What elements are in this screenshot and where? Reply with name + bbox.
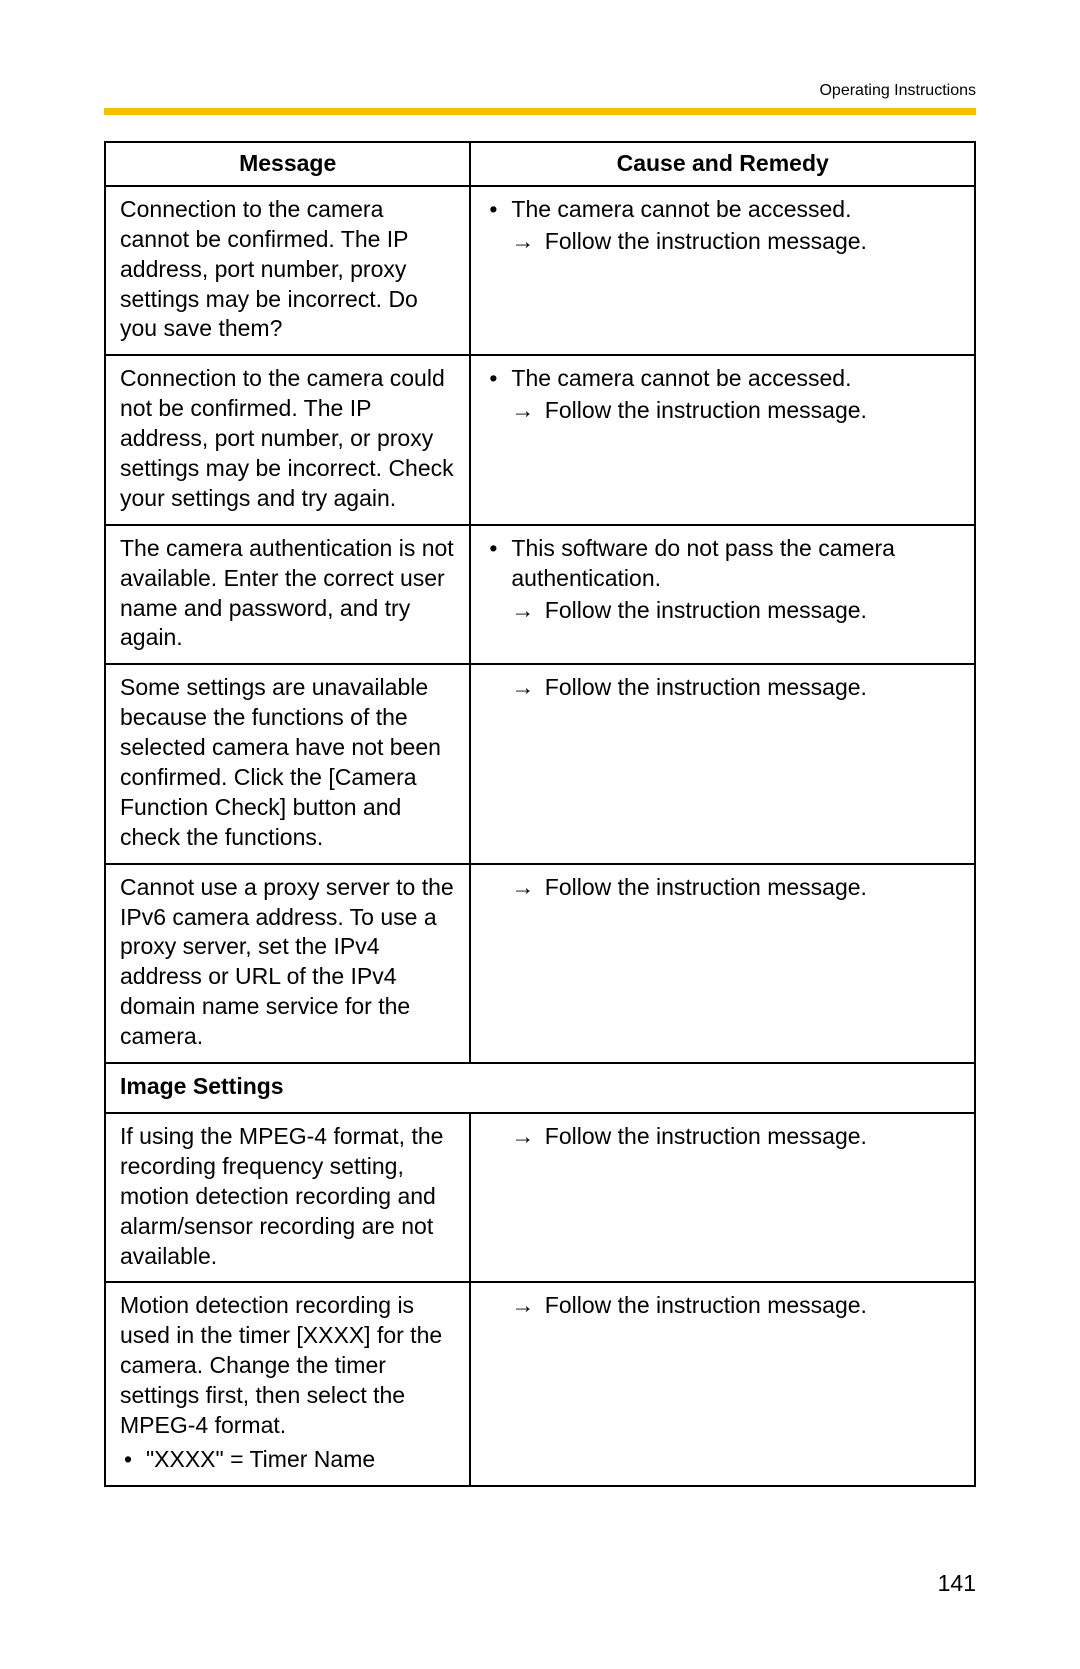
- header-label: Operating Instructions: [819, 82, 976, 100]
- page-number: 141: [938, 1570, 976, 1597]
- table-body: Connection to the camera cannot be confi…: [105, 186, 975, 1486]
- arrow-icon: →: [511, 1122, 534, 1152]
- remedy-bullet-list: This software do not pass the camera aut…: [485, 534, 960, 594]
- remedy-follow-text: Follow the instruction message.: [538, 874, 867, 900]
- remedy-follow-line: → Follow the instruction message.: [485, 396, 960, 426]
- remedy-follow-line: → Follow the instruction message.: [485, 673, 960, 703]
- remedy-follow-text: Follow the instruction message.: [538, 228, 867, 254]
- message-text: The camera authentication is not availab…: [120, 534, 455, 654]
- column-header-remedy: Cause and Remedy: [470, 142, 975, 186]
- remedy-cell: → Follow the instruction message.: [470, 864, 975, 1063]
- remedy-follow-line: → Follow the instruction message.: [485, 1122, 960, 1152]
- message-cell: If using the MPEG-4 format, the recordin…: [105, 1113, 470, 1282]
- message-note-list: "XXXX" = Timer Name: [120, 1445, 455, 1475]
- remedy-bullet-list: The camera cannot be accessed.: [485, 195, 960, 225]
- remedy-follow-text: Follow the instruction message.: [538, 1292, 867, 1318]
- message-cell: Cannot use a proxy server to the IPv6 ca…: [105, 864, 470, 1063]
- remedy-cell: The camera cannot be accessed.→ Follow t…: [470, 186, 975, 355]
- table-row: Connection to the camera cannot be confi…: [105, 186, 975, 355]
- message-cell: The camera authentication is not availab…: [105, 525, 470, 665]
- message-text: Some settings are unavailable because th…: [120, 673, 455, 852]
- accent-rule: [104, 108, 976, 115]
- remedy-cell: → Follow the instruction message.: [470, 1282, 975, 1485]
- remedy-follow-text: Follow the instruction message.: [538, 674, 867, 700]
- table-row: Connection to the camera could not be co…: [105, 355, 975, 524]
- table-row: Some settings are unavailable because th…: [105, 664, 975, 863]
- remedy-bullet-item: The camera cannot be accessed.: [485, 364, 960, 394]
- arrow-icon: →: [511, 227, 534, 257]
- remedy-follow-text: Follow the instruction message.: [538, 597, 867, 623]
- message-note-item: "XXXX" = Timer Name: [120, 1445, 455, 1475]
- table-row: Cannot use a proxy server to the IPv6 ca…: [105, 864, 975, 1063]
- arrow-icon: →: [511, 396, 534, 426]
- message-text: Cannot use a proxy server to the IPv6 ca…: [120, 873, 455, 1052]
- arrow-icon: →: [511, 596, 534, 626]
- remedy-bullet-item: This software do not pass the camera aut…: [485, 534, 960, 594]
- table-section-row: Image Settings: [105, 1063, 975, 1113]
- remedy-follow-line: → Follow the instruction message.: [485, 873, 960, 903]
- arrow-icon: →: [511, 873, 534, 903]
- remedy-bullet-list: The camera cannot be accessed.: [485, 364, 960, 394]
- table-header-row: Message Cause and Remedy: [105, 142, 975, 186]
- table-row: If using the MPEG-4 format, the recordin…: [105, 1113, 975, 1282]
- remedy-bullet-item: The camera cannot be accessed.: [485, 195, 960, 225]
- remedy-follow-line: → Follow the instruction message.: [485, 1291, 960, 1321]
- message-cell: Motion detection recording is used in th…: [105, 1282, 470, 1485]
- message-text: Connection to the camera could not be co…: [120, 364, 455, 513]
- message-text: If using the MPEG-4 format, the recordin…: [120, 1122, 455, 1271]
- remedy-follow-line: → Follow the instruction message.: [485, 227, 960, 257]
- remedy-cell: This software do not pass the camera aut…: [470, 525, 975, 665]
- message-text: Motion detection recording is used in th…: [120, 1291, 455, 1440]
- remedy-cell: The camera cannot be accessed.→ Follow t…: [470, 355, 975, 524]
- section-header-cell: Image Settings: [105, 1063, 975, 1113]
- document-page: Operating Instructions Message Cause and…: [0, 0, 1080, 1669]
- column-header-message: Message: [105, 142, 470, 186]
- message-cell: Connection to the camera could not be co…: [105, 355, 470, 524]
- message-text: Connection to the camera cannot be confi…: [120, 195, 455, 344]
- table-row: Motion detection recording is used in th…: [105, 1282, 975, 1485]
- troubleshooting-table: Message Cause and Remedy Connection to t…: [104, 141, 976, 1487]
- message-cell: Connection to the camera cannot be confi…: [105, 186, 470, 355]
- remedy-follow-line: → Follow the instruction message.: [485, 596, 960, 626]
- remedy-cell: → Follow the instruction message.: [470, 664, 975, 863]
- arrow-icon: →: [511, 1291, 534, 1321]
- arrow-icon: →: [511, 673, 534, 703]
- remedy-follow-text: Follow the instruction message.: [538, 1123, 867, 1149]
- table-row: The camera authentication is not availab…: [105, 525, 975, 665]
- remedy-cell: → Follow the instruction message.: [470, 1113, 975, 1282]
- remedy-follow-text: Follow the instruction message.: [538, 397, 867, 423]
- message-cell: Some settings are unavailable because th…: [105, 664, 470, 863]
